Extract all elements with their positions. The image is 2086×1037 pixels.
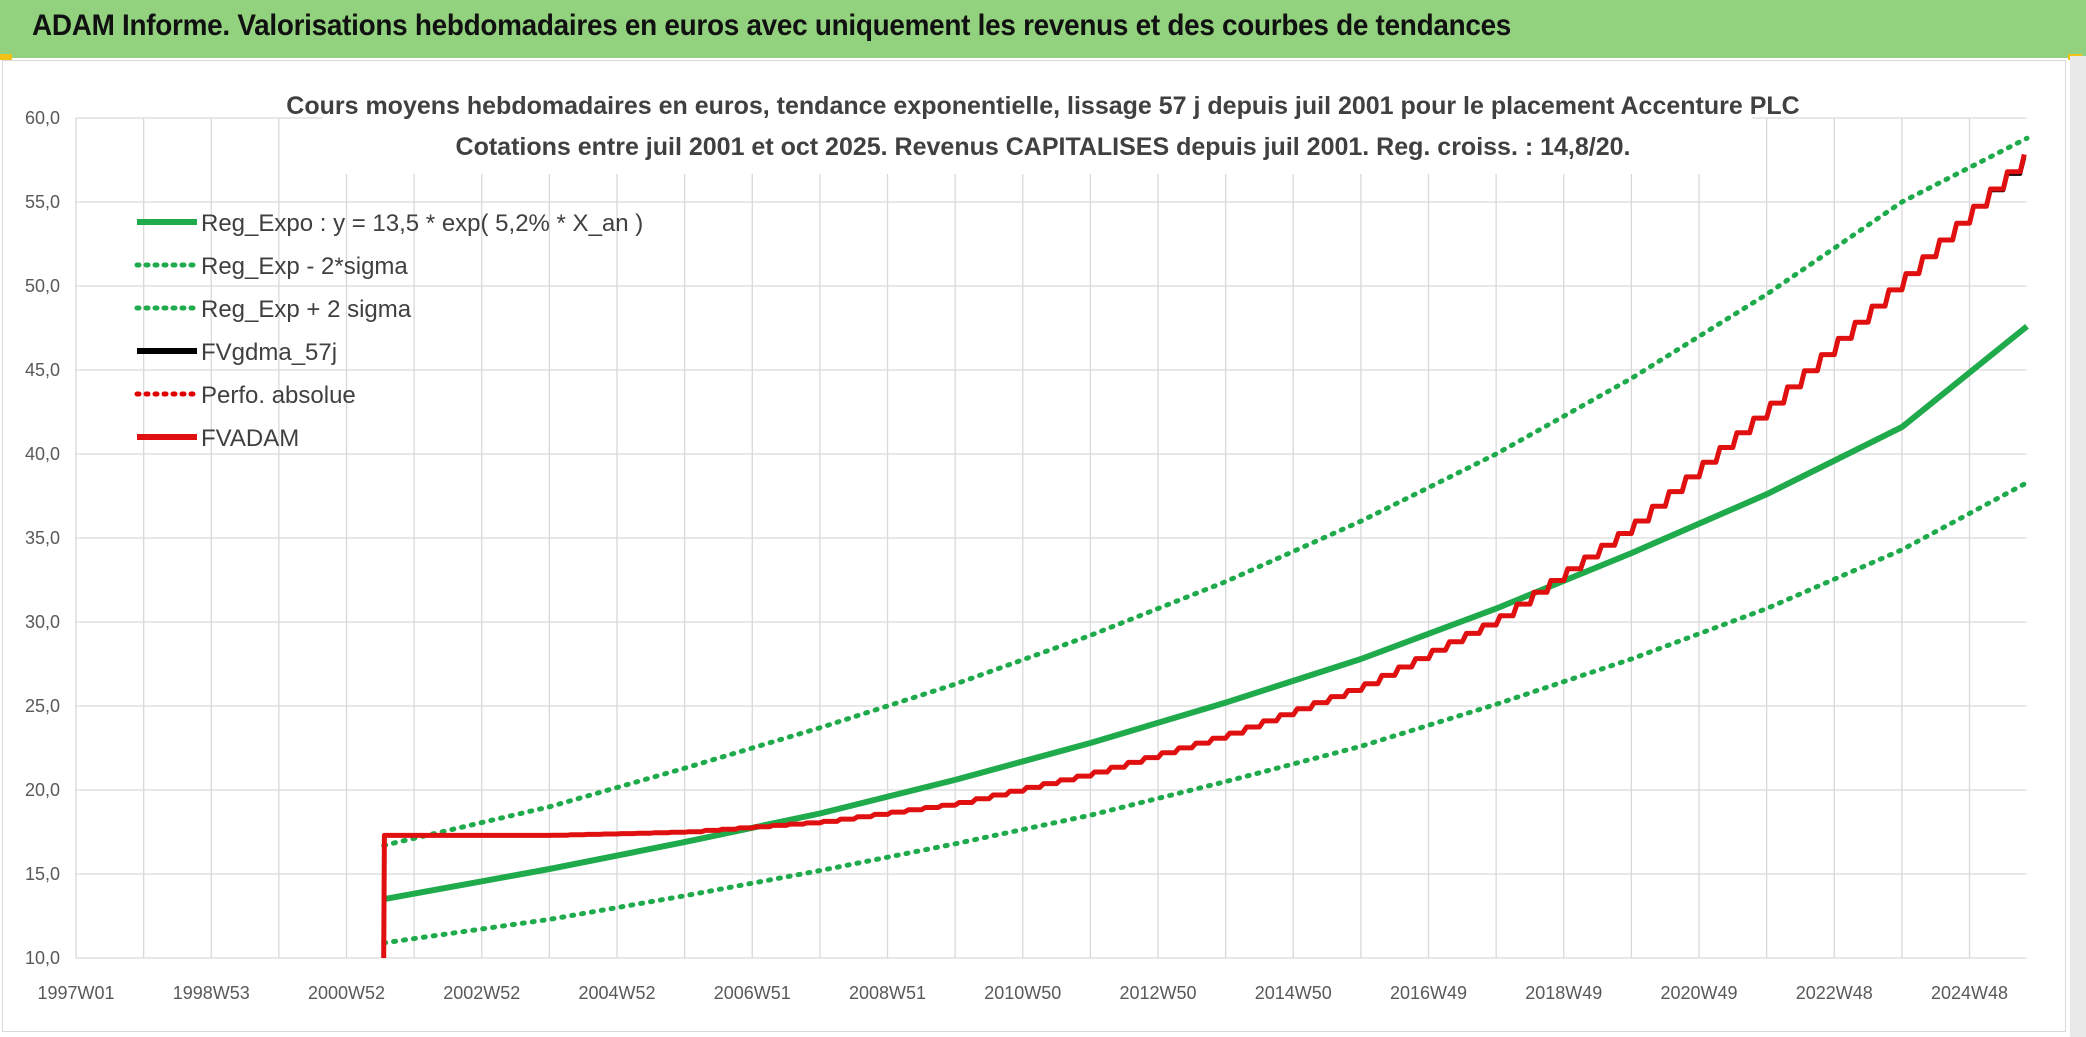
x-tick-label: 2022W48 [1796,983,1873,1003]
series-fvadam [381,153,2027,959]
legend-label: FVADAM [201,425,299,452]
x-tick-label: 2008W51 [849,983,926,1003]
series [381,135,2030,959]
y-tick-label: 55,0 [25,192,60,212]
x-tick-label: 1997W01 [37,983,114,1003]
corner-mark-left [0,54,12,60]
legend-label: Reg_Exp - 2*sigma [201,253,408,280]
legend-label: Perfo. absolue [201,382,356,409]
series-reg-plus-2sigma [381,135,2030,848]
x-tick-label: 2018W49 [1525,983,1602,1003]
x-axis-ticks: 1997W01 1998W53 2000W52 2002W52 2004W52 2006W… [37,983,2008,1003]
x-tick-label: 2006W51 [714,983,791,1003]
y-tick-label: 30,0 [25,612,60,632]
x-tick-label: 2012W50 [1119,983,1196,1003]
legend: Reg_Expo : y = 13,5 * exp( 5,2% * X_an )… [134,210,643,452]
series-fvgdma-57j [381,157,2027,959]
x-tick-label: 2014W50 [1255,983,1332,1003]
y-tick-label: 40,0 [25,444,60,464]
x-tick-label: 2002W52 [443,983,520,1003]
x-tick-label: 2010W50 [984,983,1061,1003]
x-tick-label: 2016W49 [1390,983,1467,1003]
y-tick-label: 15,0 [25,864,60,884]
chart-subtitle: Cotations entre juil 2001 et oct 2025. R… [456,133,1631,161]
y-tick-label: 10,0 [25,948,60,968]
title-backdrop [322,82,1752,174]
series-reg-expo [383,323,2029,903]
legend-label: FVgdma_57j [201,339,337,366]
y-tick-label: 60,0 [25,108,60,128]
report-banner: ADAM Informe. Valorisations hebdomadaire… [0,0,2086,58]
y-tick-label: 20,0 [25,780,60,800]
x-tick-label: 2024W48 [1931,983,2008,1003]
x-tick-label: 1998W53 [173,983,250,1003]
x-tick-label: 2020W49 [1660,983,1737,1003]
x-tick-label: 2004W52 [578,983,655,1003]
chart-title: Cours moyens hebdomadaires en euros, ten… [286,92,1799,120]
y-tick-label: 45,0 [25,360,60,380]
series-reg-minus-2sigma [381,480,2030,946]
y-tick-label: 50,0 [25,276,60,296]
gridlines [75,117,2027,959]
x-tick-label: 2000W52 [308,983,385,1003]
y-tick-label: 35,0 [25,528,60,548]
legend-label: Reg_Expo : y = 13,5 * exp( 5,2% * X_an ) [201,210,643,237]
y-axis-ticks: 10,0 15,0 20,0 25,0 30,0 35,0 40,0 45,0 50,0 55,0… [25,108,60,968]
report-title: ADAM Informe. Valorisations hebdomadaire… [32,9,1512,42]
legend-label: Reg_Exp + 2 sigma [201,296,412,323]
y-tick-label: 25,0 [25,696,60,716]
series-perfo-absolue [382,154,2026,959]
scrollbar-strip [2070,56,2086,1037]
